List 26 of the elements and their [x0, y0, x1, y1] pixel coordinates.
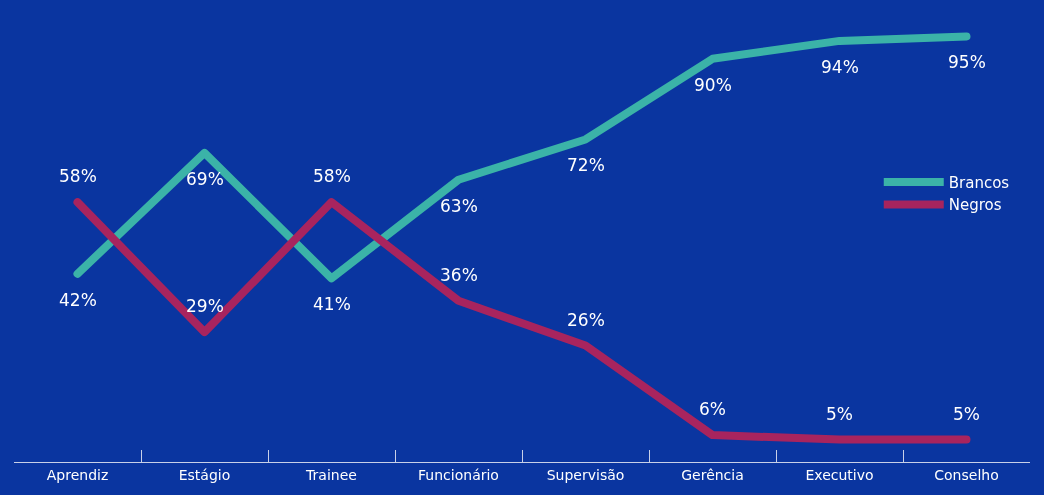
data-label: 26% [567, 310, 605, 330]
data-label: 95% [948, 52, 986, 72]
x-tick-label: Aprendiz [46, 466, 109, 483]
data-label: 69% [186, 169, 224, 189]
data-label: 94% [821, 57, 859, 77]
x-tick-label: Funcionário [418, 466, 499, 483]
data-label: 5% [826, 404, 853, 424]
data-label: 5% [953, 404, 980, 424]
x-tick-label: Conselho [934, 466, 999, 483]
x-tick-label: Executivo [805, 466, 874, 483]
data-label: 63% [440, 196, 478, 216]
data-label: 72% [567, 155, 605, 175]
data-label: 90% [694, 75, 732, 95]
legend-label: Negros [948, 196, 1002, 215]
data-label: 6% [699, 399, 726, 419]
data-label: 42% [59, 290, 97, 310]
data-label: 58% [313, 166, 351, 186]
x-tick-label: Supervisão [546, 466, 625, 483]
x-tick-label: Trainee [305, 466, 357, 483]
data-label: 41% [313, 294, 351, 314]
x-tick-label: Estágio [178, 466, 231, 483]
x-tick-label: Gerência [681, 466, 744, 483]
data-label: 58% [59, 166, 97, 186]
legend-label: Brancos [948, 173, 1010, 192]
data-label: 36% [440, 265, 478, 285]
data-label: 29% [186, 296, 224, 316]
